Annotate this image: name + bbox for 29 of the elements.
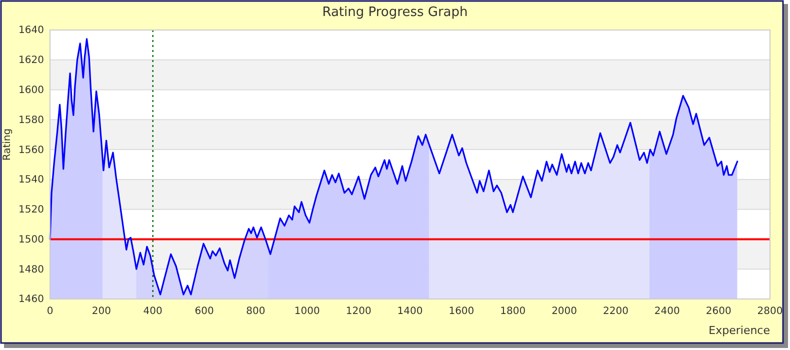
x-tick-label: 2400 [654, 306, 680, 318]
x-tick-label: 400 [143, 306, 162, 318]
x-tick-label: 600 [194, 306, 214, 318]
y-tick-label: 1580 [18, 114, 44, 126]
y-axis-title: Rating [2, 128, 13, 161]
x-tick-label: 200 [92, 306, 111, 318]
x-tick-label: 1800 [500, 306, 526, 318]
x-tick-label: 2200 [602, 306, 628, 318]
y-tick-label: 1560 [18, 144, 44, 156]
x-axis-title: Experience [708, 324, 770, 337]
x-tick-label: 1200 [346, 306, 372, 318]
x-tick-label: 1600 [448, 306, 474, 318]
y-tick-label: 1640 [18, 25, 44, 36]
y-tick-label: 1520 [18, 204, 44, 216]
x-tick-label: 0 [46, 306, 54, 318]
y-tick-label: 1460 [18, 294, 44, 306]
y-tick-label: 1620 [18, 55, 44, 66]
y-tick-label: 1540 [18, 174, 44, 186]
y-tick-label: 1600 [18, 84, 44, 96]
x-tick-label: 2000 [552, 306, 578, 318]
chart-title: Rating Progress Graph [322, 5, 468, 20]
x-tick-label: 800 [246, 306, 266, 318]
x-tick-label: 1000 [294, 306, 320, 318]
line-series [49, 38, 738, 296]
x-tick-label: 2600 [706, 306, 732, 318]
x-tick-label: 1400 [397, 306, 423, 318]
x-tick-label: 2800 [757, 306, 783, 318]
y-tick-label: 1500 [18, 234, 44, 246]
y-tick-label: 1480 [18, 264, 44, 276]
